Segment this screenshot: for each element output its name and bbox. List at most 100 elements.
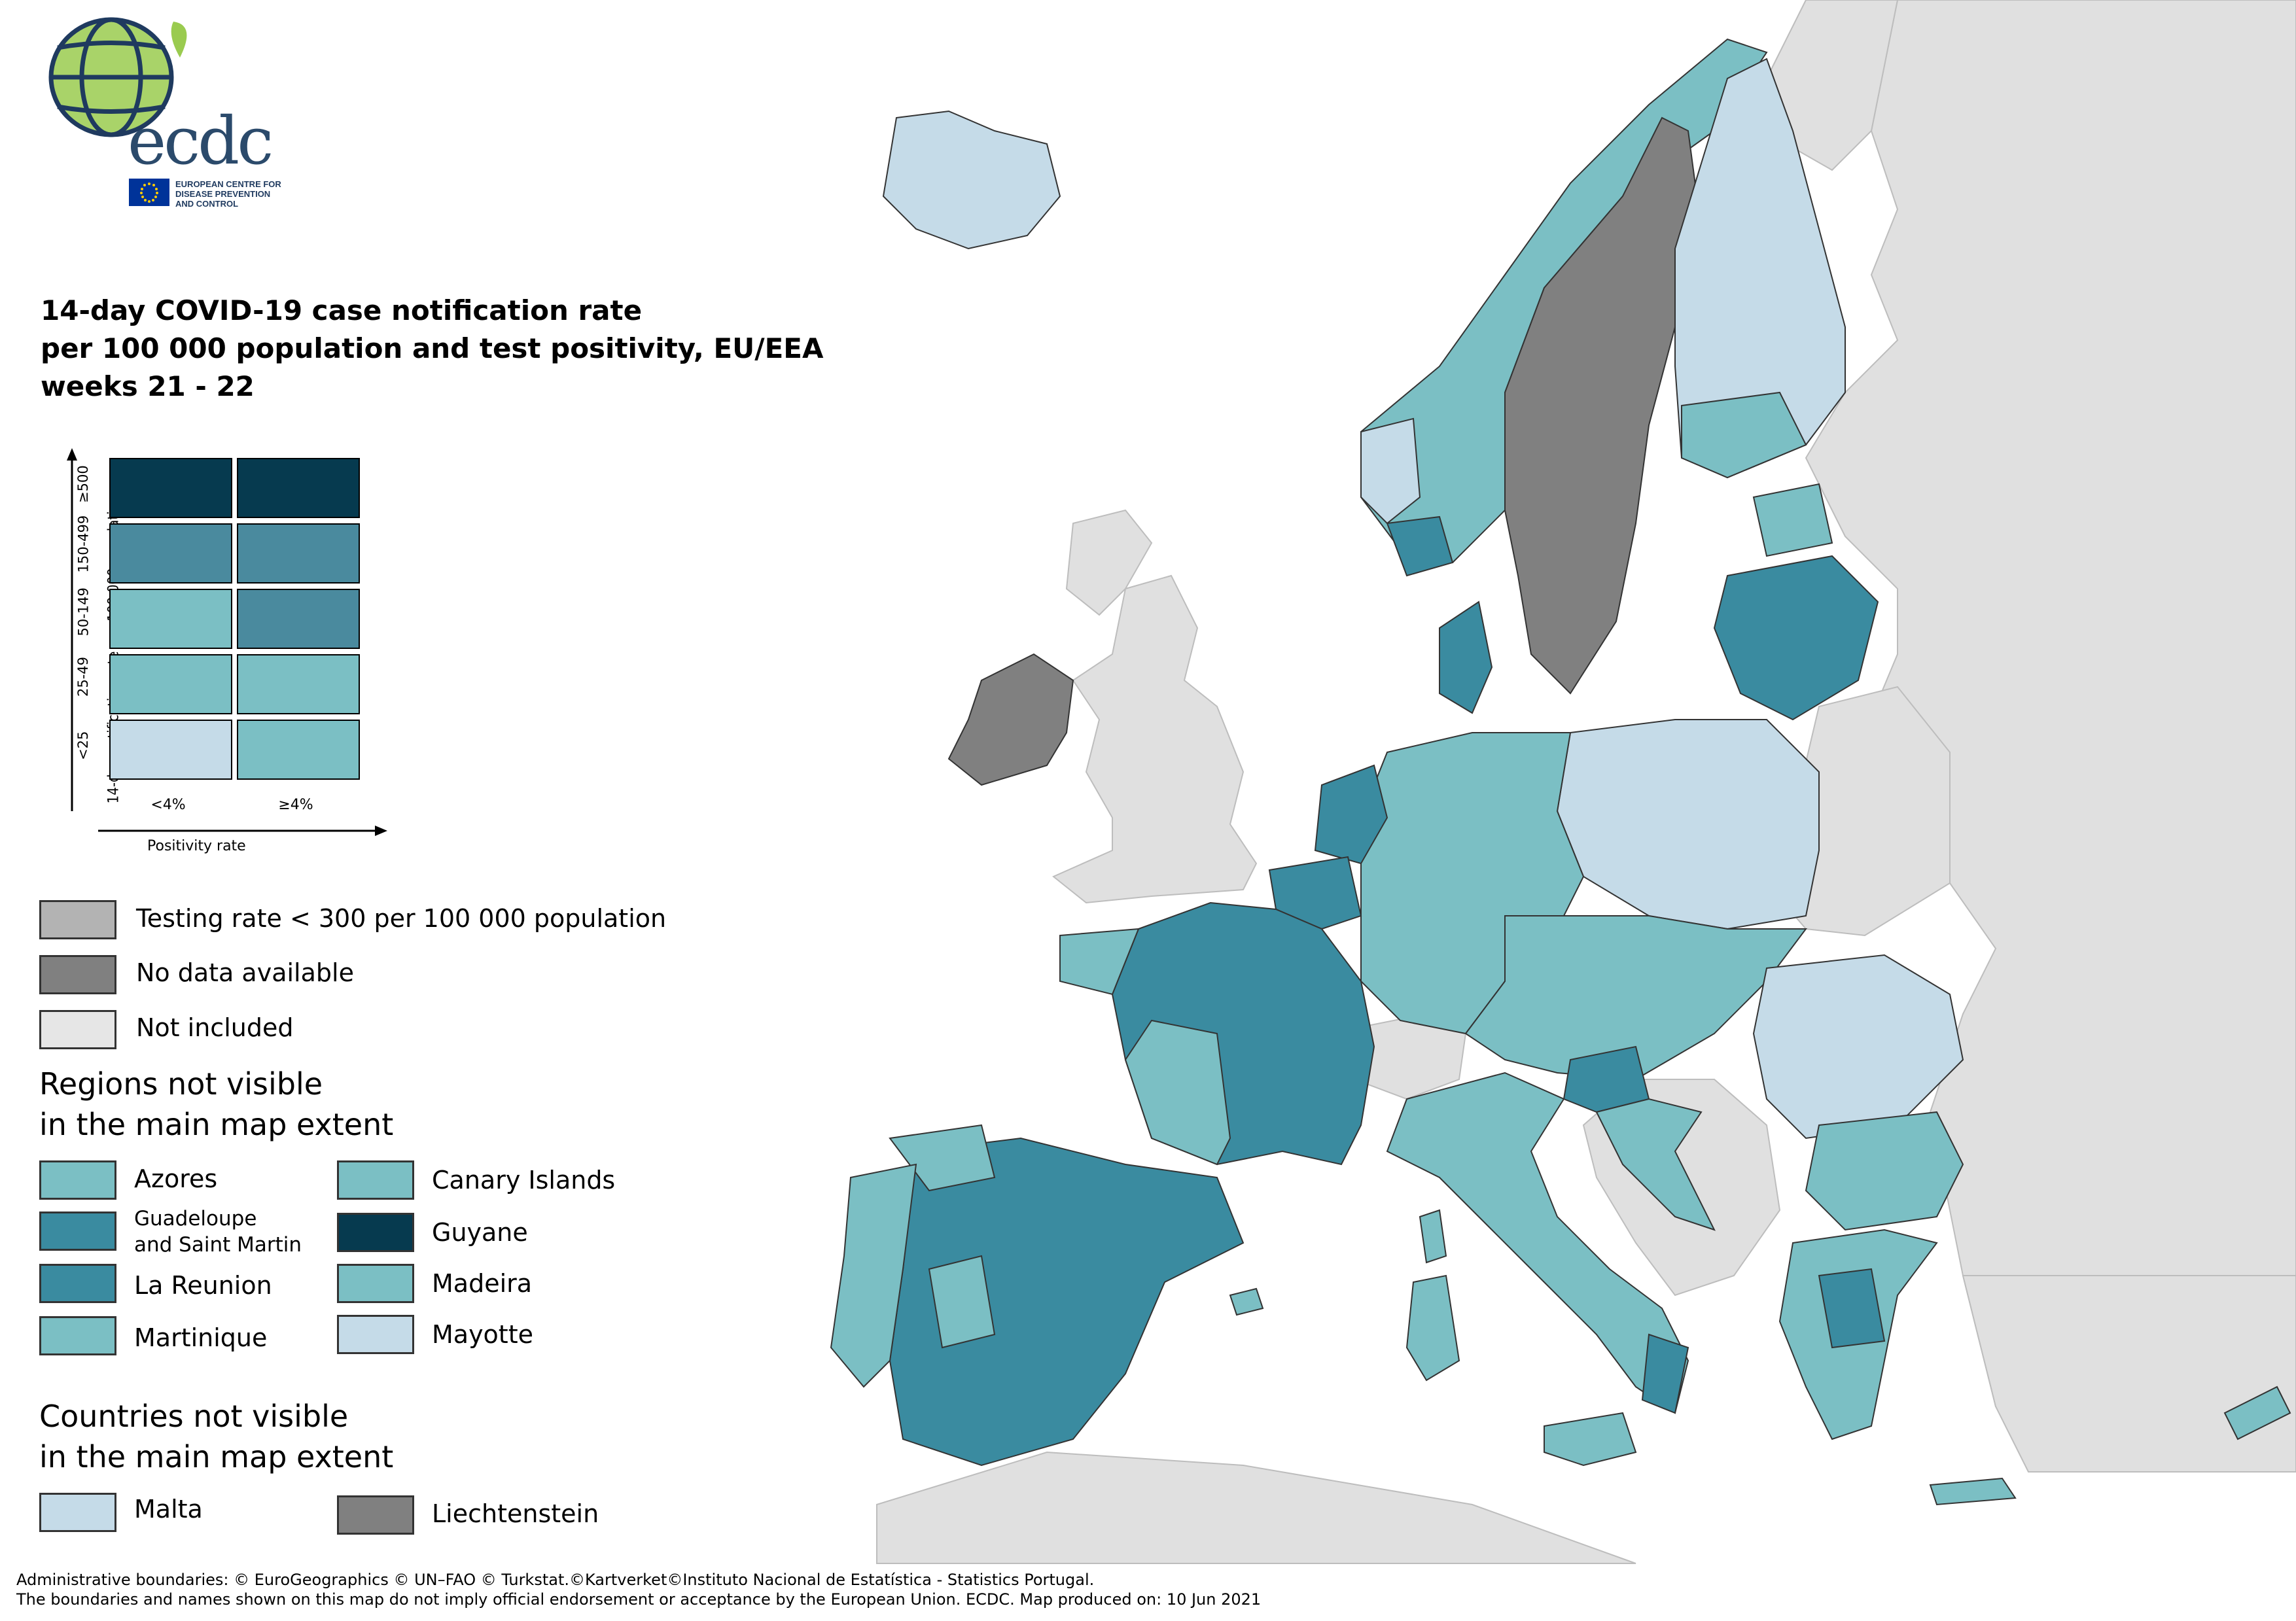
- region-label-guyane: Guyane: [432, 1218, 528, 1247]
- legend-cell: [109, 458, 232, 518]
- region-label-guadeloupe: Guadeloupe and Saint Martin: [134, 1206, 302, 1258]
- landmass-north-africa: [876, 1451, 1636, 1564]
- attribution-footer: Administrative boundaries: © EuroGeograp…: [16, 1570, 1261, 1609]
- region-label-madeira: Madeira: [432, 1269, 533, 1298]
- legend-cell: [237, 720, 360, 780]
- region-label-martinique: Martinique: [134, 1323, 268, 1352]
- region-balearic: [1229, 1287, 1264, 1316]
- region-sardinia: [1405, 1274, 1460, 1382]
- region-swatch-guadeloupe: [39, 1211, 116, 1251]
- regions-heading: Regions not visible in the main map exte…: [39, 1064, 393, 1145]
- region-swatch-madeira: [337, 1264, 414, 1303]
- heading-line: Regions not visible: [39, 1066, 323, 1102]
- region-swatch-martinique: [39, 1316, 116, 1355]
- legend-label-no-data: No data available: [136, 958, 354, 987]
- footer-line: The boundaries and names shown on this m…: [16, 1590, 1262, 1609]
- not-included-land: [876, 0, 2296, 1564]
- landmass-turkey: [1962, 1275, 2296, 1473]
- region-norway-west: [1360, 417, 1421, 525]
- row-label: ≥500: [75, 465, 91, 503]
- globe-icon: [48, 17, 187, 137]
- region-italy: [1386, 1072, 1689, 1414]
- region-swatch-la-reunion: [39, 1264, 116, 1303]
- region-label-azores: Azores: [134, 1164, 218, 1193]
- legend-axes: [67, 448, 387, 836]
- region-spain-north: [889, 1124, 996, 1192]
- legend-cell: [237, 654, 360, 714]
- country-swatch-liechtenstein: [337, 1495, 414, 1535]
- region-estonia: [1752, 483, 1833, 557]
- region-sicily: [1544, 1412, 1637, 1467]
- country-swatch-malta: [39, 1493, 116, 1532]
- legend-label-testing: Testing rate < 300 per 100 000 populatio…: [136, 904, 667, 933]
- region-norway-south: [1386, 515, 1454, 577]
- heading-line: in the main map extent: [39, 1107, 394, 1142]
- region-crete: [1929, 1477, 2017, 1506]
- region-swatch-guyane: [337, 1213, 414, 1252]
- title-line: 14-day COVID-19 case notification rate: [41, 294, 643, 326]
- region-swatch-azores: [39, 1160, 116, 1200]
- col-label: <4%: [150, 797, 186, 813]
- legend-label-not-included: Not included: [136, 1013, 294, 1042]
- legend-swatch-not-included: [39, 1010, 116, 1049]
- region-sweden: [1504, 116, 1703, 695]
- region-portugal: [830, 1163, 917, 1388]
- row-label: 50-149: [75, 587, 92, 636]
- row-label: 150-499: [75, 515, 92, 573]
- region-central: [1464, 915, 1807, 1081]
- region-label-la-reunion: La Reunion: [134, 1271, 272, 1300]
- label-line: Guadeloupe: [134, 1207, 257, 1230]
- region-label-canary: Canary Islands: [432, 1166, 616, 1194]
- region-netherlands: [1314, 764, 1388, 865]
- col-label: ≥4%: [278, 797, 313, 813]
- region-greece-central: [1818, 1268, 1886, 1349]
- legend-cell: [237, 523, 360, 584]
- x-axis-label: Positivity rate: [147, 838, 246, 854]
- heading-line: Countries not visible: [39, 1399, 349, 1434]
- region-swatch-mayotte: [337, 1315, 414, 1354]
- bivariate-legend: 14-day notification rate per 100 000 pop…: [39, 445, 406, 870]
- legend-cell: [109, 589, 232, 649]
- countries-heading: Countries not visible in the main map ex…: [39, 1396, 393, 1477]
- logo-subtitle-line: DISEASE PREVENTION: [175, 189, 271, 199]
- landmass-uk: [1052, 574, 1258, 904]
- region-poland: [1556, 719, 1820, 930]
- ecdc-logo: ecdc EUROPEAN CENTRE FOR DISEASE PREVENT…: [39, 12, 281, 209]
- legend-swatch-no-data: [39, 955, 116, 994]
- region-spain-center: [928, 1255, 996, 1349]
- region-finland-south: [1681, 391, 1807, 479]
- title-line: weeks 21 - 22: [41, 370, 255, 402]
- heading-line: in the main map extent: [39, 1439, 394, 1474]
- region-iceland: [882, 110, 1061, 250]
- region-belgium: [1268, 856, 1362, 930]
- logo-subtitle: EUROPEAN CENTRE FOR DISEASE PREVENTION A…: [175, 179, 306, 209]
- region-swatch-canary: [337, 1160, 414, 1200]
- country-label-liechtenstein: Liechtenstein: [432, 1499, 599, 1528]
- legend-cell: [237, 458, 360, 518]
- region-bulgaria: [1805, 1111, 1964, 1231]
- eu-flag-icon: [129, 179, 169, 206]
- logo-subtitle-line: EUROPEAN CENTRE FOR: [175, 179, 281, 189]
- region-latvia-lithuania: [1713, 555, 1879, 721]
- footer-line: Administrative boundaries: © EuroGeograp…: [16, 1571, 1095, 1589]
- legend-cell: [237, 589, 360, 649]
- region-calabria: [1641, 1333, 1689, 1414]
- row-label: 25-49: [75, 656, 91, 697]
- row-label: <25: [75, 731, 91, 760]
- region-corsica: [1419, 1209, 1447, 1264]
- logo-subtitle-line: AND CONTROL: [175, 199, 239, 209]
- label-line: and Saint Martin: [134, 1233, 302, 1257]
- title-line: per 100 000 population and test positivi…: [41, 332, 824, 364]
- region-croatia: [1595, 1098, 1716, 1231]
- legend-swatch-testing: [39, 900, 116, 939]
- region-ireland: [947, 653, 1074, 786]
- region-cyprus: [2223, 1386, 2291, 1440]
- map-title: 14-day COVID-19 case notification rate p…: [41, 292, 824, 406]
- logo-wordmark: ecdc: [128, 103, 274, 179]
- region-label-mayotte: Mayotte: [432, 1320, 533, 1349]
- landmass-scotland: [1065, 509, 1153, 616]
- country-label-malta: Malta: [134, 1495, 203, 1524]
- legend-cell: [109, 523, 232, 584]
- legend-cell: [109, 654, 232, 714]
